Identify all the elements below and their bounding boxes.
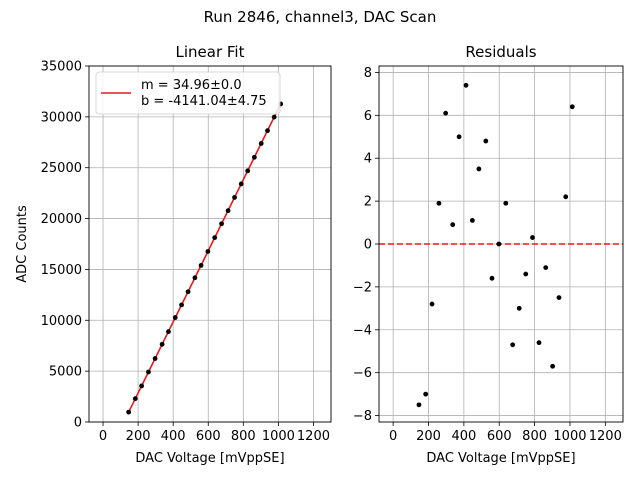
linear-fit-x-tick-label: 1200 [297, 429, 330, 444]
linear-fit-y-tick-label: 10000 [41, 314, 82, 329]
linear-fit-data-point [152, 356, 158, 361]
residuals-data-point [550, 363, 556, 369]
linear-fit-data-point [159, 341, 165, 347]
residuals-x-tick-label: 1000 [553, 429, 586, 444]
residuals-y-tick-label: −4 [353, 323, 372, 338]
linear-fit-data-point [238, 181, 244, 187]
residuals-data-point [569, 104, 575, 110]
linear-fit-data-point [126, 409, 132, 415]
legend-label: m = 34.96±0.0 [141, 78, 242, 93]
residuals-y-tick-label: 0 [364, 238, 372, 253]
residuals-data-point [450, 222, 456, 228]
residuals-data-point [443, 110, 449, 116]
residuals-y-tick-label: −2 [353, 280, 372, 295]
residuals-data-point [496, 241, 502, 247]
figure-title: Run 2846, channel3, DAC Scan [204, 8, 437, 26]
linear-fit-x-axis-label: DAC Voltage [mVppSE] [135, 451, 284, 466]
residuals-title: Residuals [465, 43, 536, 61]
linear-fit-data-point [146, 369, 151, 375]
linear-fit-data-point [139, 383, 145, 389]
linear-fit-x-tick-label: 800 [231, 429, 256, 444]
residuals-data-point [530, 235, 535, 240]
linear-fit-data-point [132, 396, 138, 402]
residuals-data-point [563, 194, 569, 200]
residuals-data-point [456, 134, 462, 140]
residuals-panel: Residuals DAC Voltage [mVppSE] 0 200 400 60… [353, 43, 624, 466]
residuals-y-tick-label: −6 [353, 366, 372, 381]
residuals-data-point [536, 340, 542, 346]
linear-fit-data-point [232, 195, 237, 200]
residuals-data-point [476, 166, 482, 172]
residuals-data-point [489, 275, 495, 281]
linear-fit-x-tick-label: 200 [126, 429, 151, 444]
residuals-data-point [423, 391, 429, 397]
linear-fit-data-point [172, 315, 178, 320]
linear-fit-data-point [166, 329, 171, 335]
linear-fit-data-point [245, 168, 251, 174]
linear-fit-panel: Linear Fit DAC Voltage [mVppSE] ADC Coun… [15, 43, 332, 466]
legend: m = 34.96±0.0b = -4141.04±4.75 [95, 71, 281, 115]
residuals-data-point [483, 138, 489, 144]
residuals-data-point [556, 295, 562, 301]
linear-fit-data-point [251, 154, 257, 160]
residuals-y-tick-label: 4 [364, 152, 372, 167]
linear-fit-data-point [185, 289, 191, 295]
residuals-x-axis-label: DAC Voltage [mVppSE] [426, 451, 575, 466]
linear-fit-x-tick-label: 1000 [262, 429, 295, 444]
linear-fit-y-tick-label: 30000 [41, 110, 82, 125]
linear-fit-y-tick-label: 5000 [49, 365, 82, 380]
linear-fit-y-tick-label: 35000 [41, 60, 82, 75]
linear-fit-y-tick-label: 0 [74, 416, 82, 431]
residuals-data-point [503, 200, 509, 206]
linear-fit-data-point [192, 275, 198, 281]
linear-fit-data-point [212, 235, 218, 240]
residuals-y-tick-label: 2 [364, 195, 372, 210]
residuals-y-tick-label: 6 [364, 109, 372, 124]
linear-fit-data-point [225, 208, 231, 214]
residuals-x-tick-label: 200 [416, 429, 441, 444]
linear-fit-data-point [219, 221, 224, 227]
residuals-data-point [436, 200, 442, 206]
legend-label: b = -4141.04±4.75 [141, 94, 267, 109]
linear-fit-y-tick-label: 20000 [41, 212, 82, 227]
residuals-data-point [429, 301, 435, 307]
linear-fit-x-tick-label: 0 [99, 429, 107, 444]
residuals-data-point [510, 342, 516, 348]
residuals-x-tick-label: 400 [451, 429, 476, 444]
residuals-x-tick-label: 800 [522, 429, 547, 444]
residuals-data-point [469, 218, 475, 223]
residuals-x-tick-label: 1200 [589, 429, 622, 444]
residuals-data-point [416, 402, 422, 408]
linear-fit-y-tick-label: 15000 [41, 263, 82, 278]
linear-fit-data-point [205, 249, 211, 254]
residuals-data-point [516, 305, 522, 311]
residuals-x-tick-label: 600 [487, 429, 512, 444]
residuals-data-point [543, 265, 549, 270]
linear-fit-axes-frame [88, 65, 332, 423]
linear-fit-data-point [258, 141, 264, 146]
linear-fit-data-point [271, 114, 277, 120]
linear-fit-data-point [265, 128, 270, 134]
residuals-y-tick-label: 8 [364, 66, 372, 81]
residuals-data-point [523, 271, 529, 277]
linear-fit-title: Linear Fit [176, 43, 245, 61]
linear-fit-y-axis-label: ADC Counts [15, 205, 30, 283]
legend-box [95, 71, 281, 115]
linear-fit-data-point [198, 263, 204, 268]
residuals-data-point [463, 82, 469, 88]
linear-fit-x-tick-label: 400 [161, 429, 186, 444]
linear-fit-y-tick-label: 25000 [41, 161, 82, 176]
residuals-axes-frame [378, 65, 624, 423]
linear-fit-x-tick-label: 600 [196, 429, 221, 444]
linear-fit-data-point [179, 302, 184, 308]
residuals-y-tick-label: −8 [353, 409, 372, 424]
residuals-x-tick-label: 0 [389, 429, 397, 444]
